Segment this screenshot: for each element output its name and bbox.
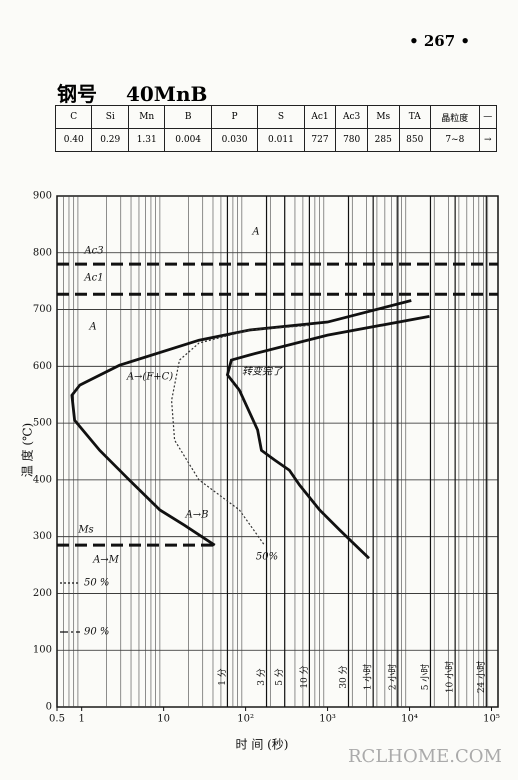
time-mark-label: 1 分 (217, 668, 228, 686)
watermark: RCLHOME.COM (348, 746, 502, 767)
table-cell: 780 (335, 128, 368, 152)
x-tick-label: 10⁵ (483, 714, 500, 725)
table-cell: 850 (398, 128, 432, 152)
plot-frame (56, 195, 499, 708)
critical-label: Ac1 (83, 273, 103, 284)
table-cell: 0.004 (164, 128, 212, 152)
annotation: A (88, 322, 96, 333)
critical-label: Ms (77, 525, 93, 536)
table-cell: P (210, 105, 259, 129)
curve (70, 299, 412, 547)
steel-grade: 40MnB (125, 82, 208, 106)
table-cell: S (257, 105, 305, 129)
annotation: A→B (185, 510, 209, 521)
page-number: • 267 • (409, 32, 470, 50)
x-tick-label: 10³ (319, 714, 336, 725)
critical-label: Ac3 (83, 246, 103, 257)
table-cell: B (164, 105, 212, 129)
y-tick-label: 0 (46, 702, 52, 713)
annotation: 转变完了 (242, 366, 283, 378)
x-tick-label: 1 (78, 714, 84, 725)
steel-label: 钢号 (57, 82, 97, 106)
x-tick-label: 10⁴ (401, 714, 418, 725)
y-tick-label: 300 (33, 531, 52, 542)
x-tick-label: 0.5 (49, 714, 65, 725)
y-axis-label: 温 度 (℃) (20, 423, 35, 477)
steel-title: 钢号 40MnB (57, 78, 207, 107)
annotation: 50% (256, 552, 278, 563)
curve (170, 324, 310, 546)
y-tick-label: 100 (33, 645, 52, 656)
y-tick-label: 200 (33, 588, 52, 599)
time-mark-label: 10 小时 (444, 661, 456, 693)
y-tick-label: 800 (33, 247, 52, 258)
time-mark-label: 24 小时 (475, 661, 487, 693)
table-row: 0.40 0.29 1.31 0.004 0.030 0.011 727 780 285 850 7… (54, 128, 498, 152)
x-tick-label: 10 (157, 714, 170, 725)
legend-label: 50 % (84, 578, 109, 589)
time-mark-label: 3 分 (256, 668, 267, 686)
table-cell: 0.29 (91, 128, 129, 152)
y-tick-label: 900 (33, 191, 52, 202)
table-cell: 1.31 (127, 128, 166, 152)
table-cell: 727 (303, 128, 337, 152)
composition-table: C Si Mn B P S Ac1 Ac3 Ms TA 晶粒度 —0.40 0.29 1.31 0.004 0… (54, 105, 498, 152)
y-tick-label: 700 (33, 304, 52, 315)
table-cell: 晶粒度 (430, 105, 480, 129)
x-tick-label: 10² (237, 714, 254, 725)
time-mark-label: 1 小时 (362, 664, 374, 691)
y-tick-label: 600 (33, 361, 52, 372)
time-mark-label: 2 小时 (386, 664, 398, 691)
table-cell: 0.030 (210, 128, 259, 152)
time-mark-label: 30 分 (338, 665, 349, 688)
curve (225, 314, 430, 560)
time-mark-label: 5 分 (274, 668, 285, 686)
table-cell: 0.011 (257, 128, 305, 152)
annotation: A→M (92, 555, 120, 566)
table-cell: 285 (367, 128, 400, 152)
table-cell: → (478, 128, 498, 152)
time-mark-label: 10 分 (299, 665, 310, 688)
x-axis-label: 时 间 (秒) (236, 738, 289, 752)
y-tick-label: 400 (33, 474, 52, 485)
y-tick-label: 500 (33, 418, 52, 429)
annotation: A→(F+C) (126, 372, 173, 383)
legend-label: 90 % (84, 627, 109, 638)
annotation: A (251, 227, 259, 238)
time-mark-label: 5 小时 (419, 664, 431, 691)
table-cell: 0.40 (54, 128, 93, 152)
table-row: C Si Mn B P S Ac1 Ac3 Ms TA 晶粒度 — (54, 105, 498, 129)
table-cell: Mn (127, 105, 166, 129)
